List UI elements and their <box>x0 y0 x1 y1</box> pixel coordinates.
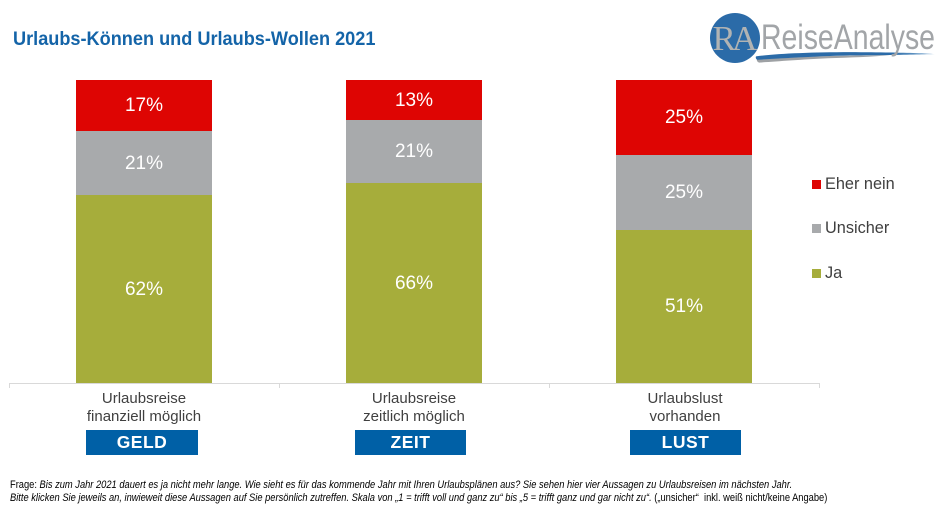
svg-text:ReiseAnalyse: ReiseAnalyse <box>761 18 935 57</box>
svg-text:A: A <box>732 19 758 58</box>
svg-text:R: R <box>713 19 737 58</box>
